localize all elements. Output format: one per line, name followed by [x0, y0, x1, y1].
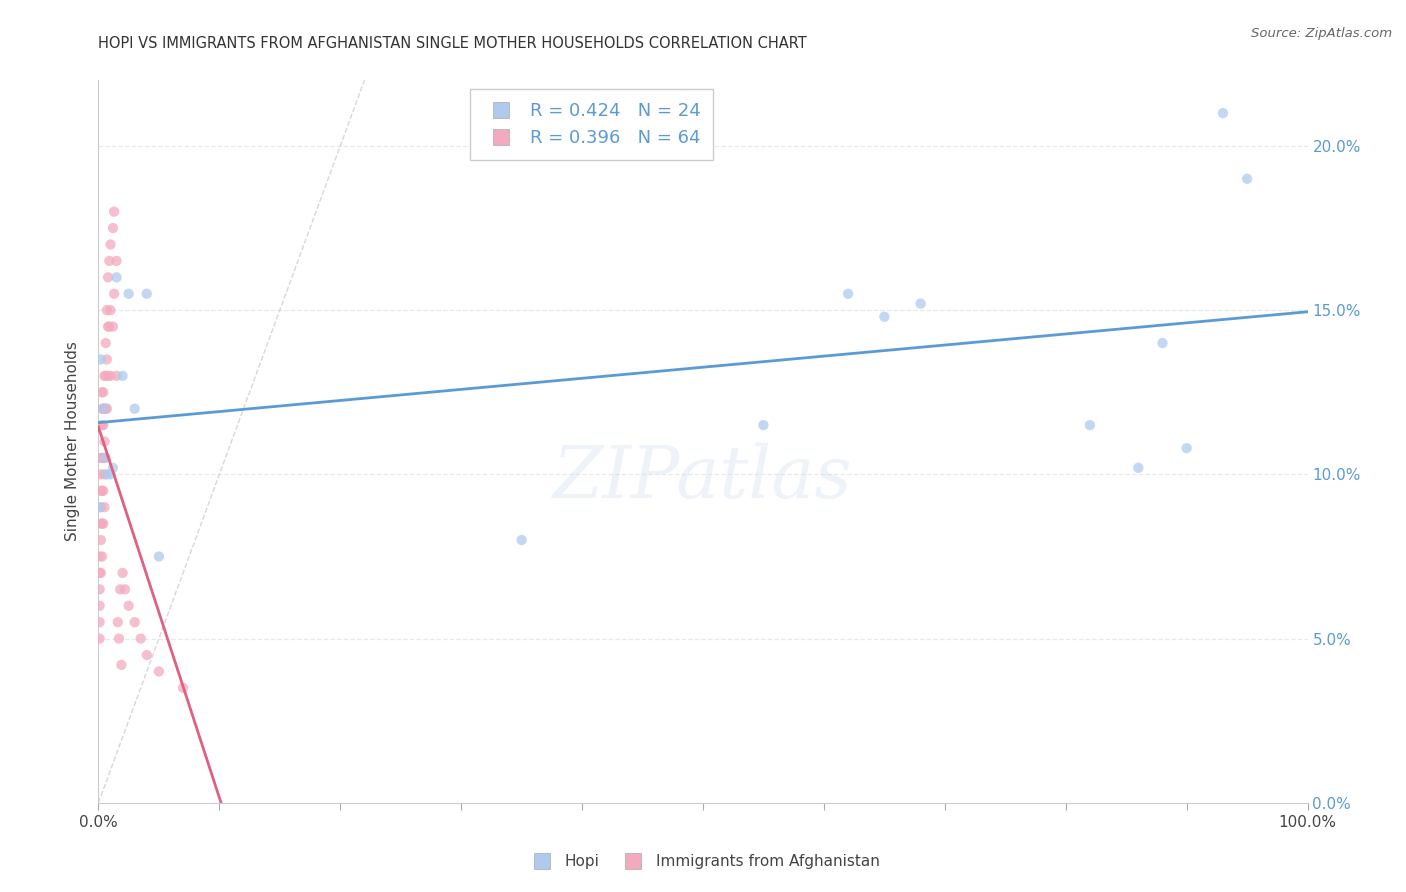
- Point: [100, 237, 122, 252]
- Text: ZIPatlas: ZIPatlas: [553, 442, 853, 513]
- Point: [89, 566, 111, 580]
- Point: [129, 632, 152, 646]
- Point: [124, 401, 146, 416]
- Point: [91, 385, 114, 400]
- Point: [89, 632, 111, 646]
- Point: [91, 516, 114, 531]
- Point: [108, 632, 131, 646]
- Text: Source: ZipAtlas.com: Source: ZipAtlas.com: [1251, 27, 1392, 40]
- Point: [93, 434, 115, 449]
- Point: [90, 483, 112, 498]
- Point: [105, 270, 128, 285]
- Point: [752, 418, 775, 433]
- Point: [90, 500, 112, 515]
- Point: [1212, 106, 1234, 120]
- Point: [91, 401, 114, 416]
- Y-axis label: Single Mother Households: Single Mother Households: [65, 342, 80, 541]
- Point: [135, 286, 157, 301]
- Point: [100, 303, 122, 318]
- Point: [91, 516, 114, 531]
- Point: [873, 310, 896, 324]
- Point: [98, 319, 121, 334]
- Point: [96, 467, 118, 482]
- Point: [118, 599, 141, 613]
- Point: [93, 467, 115, 482]
- Point: [118, 286, 141, 301]
- Point: [101, 319, 124, 334]
- Point: [91, 385, 114, 400]
- Point: [89, 500, 111, 515]
- Point: [1236, 171, 1258, 186]
- Point: [97, 368, 120, 383]
- Point: [100, 467, 122, 482]
- Point: [91, 549, 114, 564]
- Point: [135, 648, 157, 662]
- Point: [101, 221, 124, 235]
- Point: [90, 450, 112, 465]
- Point: [94, 401, 117, 416]
- Point: [148, 549, 170, 564]
- Point: [93, 401, 115, 416]
- Point: [89, 615, 111, 630]
- Point: [91, 401, 114, 416]
- Point: [91, 450, 114, 465]
- Point: [103, 204, 125, 219]
- Point: [114, 582, 136, 597]
- Point: [94, 336, 117, 351]
- Point: [96, 352, 118, 367]
- Point: [837, 286, 859, 301]
- Point: [111, 368, 134, 383]
- Point: [98, 253, 121, 268]
- Point: [101, 460, 124, 475]
- Point: [90, 352, 112, 367]
- Point: [1152, 336, 1174, 351]
- Point: [107, 615, 129, 630]
- Point: [1175, 441, 1198, 455]
- Point: [91, 450, 114, 465]
- Point: [89, 549, 111, 564]
- Point: [93, 368, 115, 383]
- Point: [90, 566, 112, 580]
- Point: [97, 319, 120, 334]
- Point: [108, 582, 131, 597]
- Point: [91, 401, 114, 416]
- Point: [90, 533, 112, 547]
- Point: [148, 665, 170, 679]
- Point: [111, 566, 134, 580]
- Point: [1078, 418, 1101, 433]
- Point: [510, 533, 533, 547]
- Text: HOPI VS IMMIGRANTS FROM AFGHANISTAN SINGLE MOTHER HOUSEHOLDS CORRELATION CHART: HOPI VS IMMIGRANTS FROM AFGHANISTAN SING…: [98, 36, 807, 51]
- Point: [93, 500, 115, 515]
- Point: [94, 368, 117, 383]
- Point: [91, 483, 114, 498]
- Point: [105, 368, 128, 383]
- Point: [100, 368, 122, 383]
- Point: [124, 615, 146, 630]
- Legend: Hopi, Immigrants from Afghanistan: Hopi, Immigrants from Afghanistan: [520, 848, 886, 875]
- Legend: R = 0.424   N = 24, R = 0.396   N = 64: R = 0.424 N = 24, R = 0.396 N = 64: [470, 89, 713, 160]
- Point: [103, 286, 125, 301]
- Point: [97, 270, 120, 285]
- Point: [91, 418, 114, 433]
- Point: [93, 450, 115, 465]
- Point: [96, 303, 118, 318]
- Point: [105, 253, 128, 268]
- Point: [110, 657, 132, 672]
- Point: [89, 582, 111, 597]
- Point: [172, 681, 194, 695]
- Point: [91, 418, 114, 433]
- Point: [910, 296, 932, 310]
- Point: [94, 450, 117, 465]
- Point: [89, 599, 111, 613]
- Point: [90, 467, 112, 482]
- Point: [1128, 460, 1150, 475]
- Point: [90, 516, 112, 531]
- Point: [91, 483, 114, 498]
- Point: [96, 401, 118, 416]
